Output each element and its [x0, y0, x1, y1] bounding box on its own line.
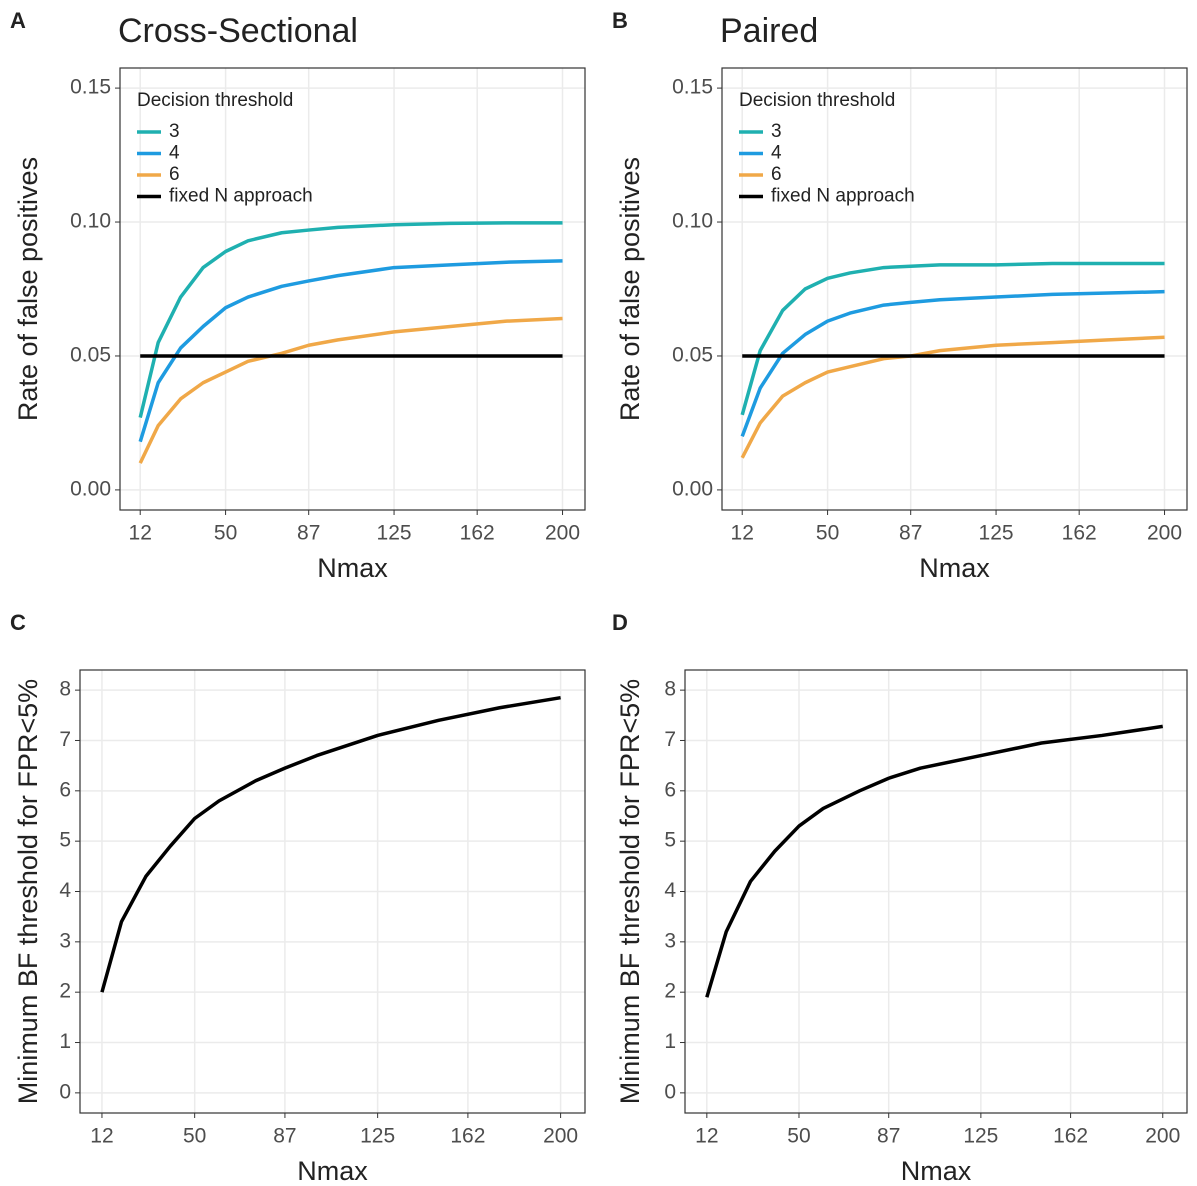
plot-border: [684, 669, 1188, 1114]
x-tick-label: 125: [360, 1125, 395, 1148]
plot-border: [721, 67, 1188, 511]
y-tick-label: 3: [59, 929, 71, 952]
y-tick-label: 0: [59, 1080, 71, 1103]
line: [138, 316, 563, 464]
plot-background: [120, 68, 585, 510]
x-tick-label: 162: [460, 522, 495, 545]
y-tick-label: 3: [664, 929, 676, 952]
x-tick-label: 50: [183, 1125, 206, 1148]
y-tick-label: 2: [59, 980, 71, 1003]
y-axis-label: Rate of false positives: [13, 157, 43, 421]
x-tick-label: 12: [129, 522, 152, 545]
legend-title: Decision threshold: [137, 90, 293, 111]
legend-label: 4: [771, 143, 782, 164]
y-axis-label: Minimum BF threshold for FPR<5%: [615, 679, 645, 1104]
line: [740, 335, 1165, 459]
y-tick-label: 7: [59, 728, 71, 751]
x-tick-label: 125: [377, 522, 412, 545]
panel-label: D: [612, 610, 628, 635]
panel-label: B: [612, 8, 628, 33]
x-tick-label: 200: [1147, 522, 1182, 545]
y-tick-label: 2: [664, 980, 676, 1003]
x-tick-label: 87: [899, 522, 922, 545]
chart-title: Cross-Sectional: [118, 12, 358, 50]
x-tick-label: 87: [877, 1125, 900, 1148]
x-tick-label: 200: [545, 522, 580, 545]
line: [100, 695, 561, 993]
legend-label: 3: [169, 121, 180, 142]
legend-title: Decision threshold: [739, 90, 895, 111]
y-axis-label: Rate of false positives: [615, 157, 645, 421]
x-tick-label: 125: [979, 522, 1014, 545]
plot-background: [722, 68, 1187, 510]
y-tick-label: 0.05: [70, 344, 111, 367]
x-tick-label: 162: [450, 1125, 485, 1148]
x-tick-label: 125: [963, 1125, 998, 1148]
y-tick-label: 4: [59, 879, 71, 902]
x-tick-label: 87: [273, 1125, 296, 1148]
y-tick-label: 4: [664, 879, 676, 902]
y-tick-label: 0.00: [70, 477, 111, 500]
x-axis-label: Nmax: [317, 553, 388, 583]
x-tick-label: 162: [1062, 522, 1097, 545]
x-tick-label: 12: [695, 1125, 718, 1148]
x-tick-label: 50: [787, 1125, 810, 1148]
legend-label: fixed N approach: [169, 186, 313, 207]
y-tick-label: 5: [664, 829, 676, 852]
x-tick-label: 87: [297, 522, 320, 545]
panel-label: C: [10, 610, 26, 635]
legend-label: 6: [771, 164, 782, 185]
legend-label: 4: [169, 143, 180, 164]
line: [740, 289, 1165, 437]
y-axis-label: Minimum BF threshold for FPR<5%: [13, 679, 43, 1104]
y-tick-label: 8: [59, 678, 71, 701]
x-tick-label: 50: [816, 522, 839, 545]
x-tick-label: 50: [214, 522, 237, 545]
legend-label: 6: [169, 164, 180, 185]
legend-label: 3: [771, 121, 782, 142]
y-tick-label: 1: [664, 1030, 676, 1053]
line: [138, 221, 563, 418]
y-tick-label: 0.10: [672, 210, 713, 233]
y-tick-label: 0.15: [70, 76, 111, 99]
panel-label: A: [10, 8, 26, 33]
y-tick-label: 7: [664, 728, 676, 751]
x-tick-label: 200: [543, 1125, 578, 1148]
line: [138, 259, 563, 443]
y-tick-label: 0.05: [672, 344, 713, 367]
y-tick-label: 6: [59, 778, 71, 801]
y-tick-label: 0.00: [672, 477, 713, 500]
x-tick-label: 12: [90, 1125, 113, 1148]
y-tick-label: 1: [59, 1030, 71, 1053]
line: [740, 261, 1165, 416]
y-tick-label: 5: [59, 829, 71, 852]
x-axis-label: Nmax: [919, 553, 990, 583]
x-tick-label: 200: [1145, 1125, 1180, 1148]
y-tick-label: 0.10: [70, 210, 111, 233]
plot-border: [119, 67, 586, 511]
y-tick-label: 0: [664, 1080, 676, 1103]
x-tick-label: 12: [731, 522, 754, 545]
legend-label: fixed N approach: [771, 186, 915, 207]
y-tick-label: 8: [664, 678, 676, 701]
line: [705, 724, 1164, 998]
y-tick-label: 0.15: [672, 76, 713, 99]
chart-title: Paired: [720, 12, 818, 50]
y-tick-label: 6: [664, 778, 676, 801]
x-tick-label: 162: [1053, 1125, 1088, 1148]
x-axis-label: Nmax: [901, 1156, 972, 1186]
x-axis-label: Nmax: [297, 1156, 368, 1186]
plot-border: [79, 669, 586, 1114]
